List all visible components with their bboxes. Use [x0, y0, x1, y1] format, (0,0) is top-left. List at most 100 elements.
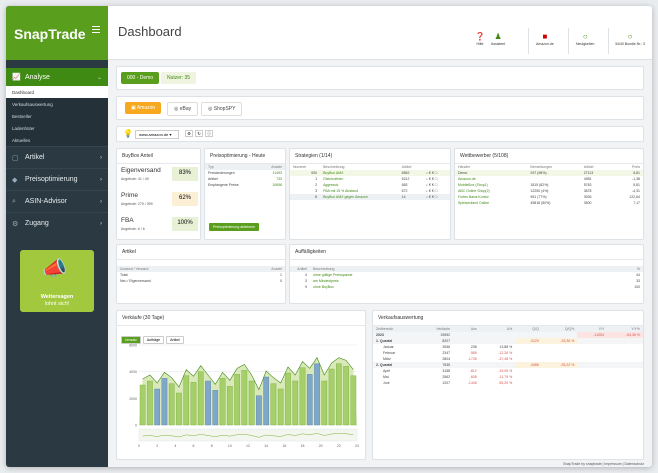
demo-select[interactable]: 000 - Demo: [121, 72, 160, 84]
table-row[interactable]: Juni 1207 -1446 -55,20 %: [373, 380, 643, 386]
sidebar-item-label: Analyse: [25, 73, 50, 81]
price-optimization-title: Preisoptimierung - Heute: [205, 149, 285, 164]
col-header[interactable]: Verkäufe: [436, 327, 451, 331]
refresh-icon[interactable]: ↻: [195, 130, 203, 137]
col-header[interactable]: Q/Q: [532, 327, 539, 331]
table-row[interactable]: 3 FBA mit 15 % Abstand 672 ⌕ € € ▢: [290, 188, 450, 194]
buybox-label: Prime: [121, 192, 138, 199]
row-actions[interactable]: ⌕ € € ▢: [425, 189, 438, 193]
cell: 1: [315, 177, 318, 181]
app-logo[interactable]: SnapTrade: [6, 6, 108, 60]
bar: [139, 384, 146, 426]
menu-toggle-icon[interactable]: [92, 24, 100, 35]
table-row[interactable]: 2 Aggressiv 683 ⌕ € € ▢: [290, 182, 450, 188]
cell: 27113: [583, 171, 594, 175]
row-actions[interactable]: ⌕ € € ▢: [425, 171, 438, 175]
table-row[interactable]: Demo 297 (98%) 27113 5,81: [455, 170, 643, 176]
info-icon[interactable]: ⓘ: [205, 130, 213, 137]
table-row[interactable]: Mai 2562 -608 -11,79 %: [373, 374, 643, 380]
cell: 297 (98%): [530, 171, 547, 175]
table-row[interactable]: März 2804 -1735 -37,48 %: [373, 356, 643, 362]
table-row[interactable]: Amazon.de 4981 -1,38: [455, 176, 643, 182]
x-tick-label: 16: [282, 444, 286, 448]
table-row[interactable]: ABC Online Shop(2) 12250 (4%) 3878 -4,31: [455, 188, 643, 194]
bar: [270, 383, 277, 426]
col-header[interactable]: Δ%: [506, 327, 513, 331]
table-row[interactable]: 2. Quartal 7535 -4086 -35,22 %: [373, 362, 643, 368]
table-row[interactable]: 000 BuyBox AMX 6552 ⌕ € € ▢: [290, 170, 450, 176]
account-button[interactable]: ○ 34/40 Bundle Nr.: 3: [614, 32, 646, 46]
table-row[interactable]: 9 ohne BuyBox 100: [290, 284, 643, 290]
row-actions[interactable]: ⌕ € € ▢: [425, 183, 438, 187]
shopspy-icon: ◎: [208, 106, 214, 112]
col-header[interactable]: Zeitbereich: [376, 327, 394, 331]
table-row[interactable]: 2023 15952 -14351 -54,36 %: [373, 332, 643, 338]
cell: 000: [311, 171, 318, 175]
legend-umsatz[interactable]: Umsatz: [121, 336, 141, 344]
tab-label: ShopSPY: [213, 106, 236, 112]
cell: 14: [401, 195, 406, 199]
legend-auftraege[interactable]: Aufträge: [142, 336, 165, 344]
referral-promo[interactable]: 📣 Weitersagen lohnt sich!: [20, 250, 94, 312]
sales-analysis-title: Verkaufsauswertung: [373, 311, 643, 326]
sidebar-subitem-verkaufsauswertung[interactable]: Verkaufsauswertung: [12, 101, 53, 107]
table-row[interactable]: 3 am Mindestpreis 33: [290, 278, 643, 284]
table-row[interactable]: Februar 2347 -989 -12,26 %: [373, 350, 643, 356]
bar: [285, 372, 291, 426]
row-actions[interactable]: ⌕ € € ▢: [425, 195, 438, 199]
col-header[interactable]: Y/Y: [598, 327, 605, 331]
sidebar-subitem-dashboard[interactable]: Dashboard: [6, 86, 108, 98]
sidebar-item-asin-advisor[interactable]: ⌕ ASIN-Advisor ›: [6, 190, 108, 212]
table-row[interactable]: 4 ohne gültige Preisspanne 44: [290, 272, 643, 278]
table-row[interactable]: 8 BuyBox AMX gegen Amazon 14 ⌕ € € ▢: [290, 194, 450, 200]
row-actions[interactable]: ⌕ € € ▢: [425, 177, 438, 181]
help-button[interactable]: ❓ Hilfe: [475, 32, 485, 46]
page-title: Dashboard: [118, 24, 182, 39]
col-header[interactable]: Δvs: [470, 327, 477, 331]
cell: [577, 380, 607, 386]
cell: 2562: [442, 375, 451, 379]
legend-artikel[interactable]: Artikel: [166, 336, 184, 344]
cell: Spielzeuland Online: [458, 201, 490, 205]
activate-price-optimization-button[interactable]: Preisoptimierung aktivieren: [209, 223, 260, 231]
divider: [528, 28, 529, 54]
x-tick-label: 12: [246, 444, 250, 448]
sidebar-item-preisoptimierung[interactable]: ◆ Preisoptimierung ›: [6, 168, 108, 190]
assistant-button[interactable]: ♟ Assistent: [491, 32, 505, 46]
table-row[interactable]: 1 Gleichziehen 5212 ⌕ € € ▢: [290, 176, 450, 182]
settings-icon[interactable]: ⚙: [185, 130, 193, 137]
market-dropdown[interactable]: www.amazon.de ▾: [135, 130, 179, 139]
buybox-row: FBA Angebote: 6 / 6 100%: [117, 214, 200, 239]
table-row[interactable]: Januar 3056 238 13,88 %: [373, 344, 643, 350]
sidebar-item-artikel[interactable]: ▢ Artikel ›: [6, 146, 108, 168]
col-header: %: [636, 267, 640, 271]
news-button[interactable]: ○ Neuigkeiten: [576, 32, 594, 46]
anomalies-table: Artikel Beschreibung% 4 ohne gültige Preis…: [290, 266, 643, 290]
cell: 8207: [442, 339, 451, 343]
tab-ebay[interactable]: ◎ eBay: [167, 102, 199, 116]
bar: [314, 363, 320, 426]
table-row[interactable]: Spielzeuland Online 45818 (50%) 3500 7,17: [455, 200, 643, 206]
marketplace-button[interactable]: ■ Amazon.de: [536, 32, 554, 46]
sidebar-item-zugang[interactable]: ⚙ Zugang ›: [6, 212, 108, 234]
buybox-sub: Angebote: 41 / 49: [121, 177, 149, 181]
tab-amazon[interactable]: ▣ Amazon: [125, 102, 162, 114]
table-row[interactable]: Fortes Basis Kontor 951 (77%) 3926 122,64: [455, 194, 643, 200]
sidebar-item-analyse[interactable]: 📈 Analyse ⌄: [6, 68, 108, 86]
sidebar-subitem-aktuelles[interactable]: Aktuelles: [12, 137, 31, 143]
buybox-pct: 100%: [172, 217, 198, 231]
col-header[interactable]: Y/Y%: [631, 327, 640, 331]
sidebar-subitem-bestseller[interactable]: Bestseller: [12, 113, 32, 119]
table-row: Total: 1: [117, 272, 285, 278]
tab-shopspy[interactable]: ◎ ShopSPY: [201, 102, 243, 116]
cell: Juni: [383, 381, 390, 385]
table-row[interactable]: 1. Quartal 8207 -3120 -33,36 %: [373, 338, 643, 344]
table-row[interactable]: April 3158 -812 -19,05 %: [373, 368, 643, 374]
buybox-sub: Angebote: 6 / 6: [121, 227, 145, 231]
bar: [256, 395, 262, 426]
x-tick-label: 24: [355, 444, 359, 448]
bar: [343, 366, 349, 426]
col-header[interactable]: Q/Q%: [564, 327, 575, 331]
sidebar-subitem-ladenhueter[interactable]: Ladenhüter: [12, 125, 35, 131]
table-row[interactable]: MobileBox (Shop1) 1815 (82%) 5763 5,81: [455, 182, 643, 188]
